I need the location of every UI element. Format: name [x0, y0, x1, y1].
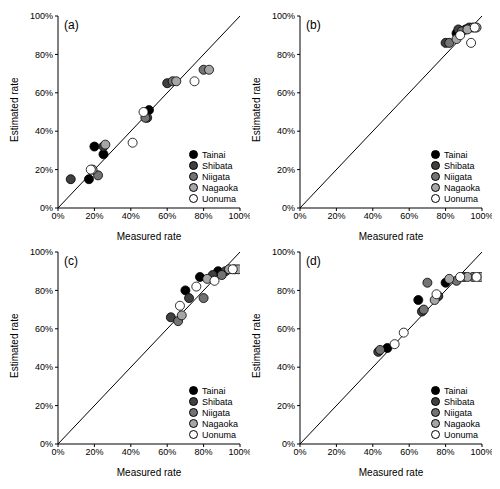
html-text:(c): (c)	[64, 254, 78, 268]
html-text:Tainai: Tainai	[444, 385, 468, 396]
svg-text:100%: 100%	[30, 11, 53, 21]
svg-text:80%: 80%	[277, 286, 295, 296]
svg-text:20%: 20%	[327, 447, 345, 457]
svg-text:80%: 80%	[35, 286, 53, 296]
svg-text:40%: 40%	[364, 447, 382, 457]
svg-text:40%: 40%	[277, 362, 295, 372]
svg-text:100%: 100%	[228, 211, 250, 221]
html-text:Shibata: Shibata	[202, 160, 233, 171]
svg-text:40%: 40%	[35, 126, 53, 136]
svg-text:100%: 100%	[470, 211, 492, 221]
html-text:Tainai: Tainai	[202, 385, 226, 396]
svg-text:Estimated rate: Estimated rate	[251, 77, 262, 142]
svg-text:20%: 20%	[35, 401, 53, 411]
svg-text:100%: 100%	[272, 247, 295, 257]
svg-text:20%: 20%	[85, 447, 103, 457]
html-text:(d): (d)	[306, 254, 321, 268]
html-text:Uonuma: Uonuma	[444, 429, 478, 440]
svg-text:20%: 20%	[277, 165, 295, 175]
html-text:Nagaoka: Nagaoka	[202, 182, 238, 193]
html-text:Niigata: Niigata	[444, 171, 472, 182]
html-text:Niigata: Niigata	[202, 171, 230, 182]
html-text:Niigata: Niigata	[444, 407, 472, 418]
svg-text:40%: 40%	[364, 211, 382, 221]
svg-text:0%: 0%	[293, 447, 306, 457]
svg-text:80%: 80%	[437, 211, 455, 221]
svg-text:80%: 80%	[195, 447, 213, 457]
html-text:Shibata: Shibata	[444, 160, 475, 171]
svg-text:Estimated rate: Estimated rate	[9, 77, 20, 142]
svg-text:60%: 60%	[35, 324, 53, 334]
html-text:Nagaoka: Nagaoka	[444, 418, 480, 429]
svg-text:0%: 0%	[282, 203, 295, 213]
svg-text:0%: 0%	[51, 447, 64, 457]
html-text:Nagaoka: Nagaoka	[202, 418, 238, 429]
html-text:Niigata: Niigata	[202, 407, 230, 418]
svg-text:40%: 40%	[122, 447, 140, 457]
svg-text:60%: 60%	[277, 324, 295, 334]
svg-text:60%: 60%	[158, 211, 176, 221]
html-text:Nagaoka: Nagaoka	[444, 182, 480, 193]
html-text:Uonuma: Uonuma	[202, 193, 236, 204]
svg-text:Measured rate: Measured rate	[359, 231, 424, 242]
svg-text:60%: 60%	[35, 88, 53, 98]
svg-text:20%: 20%	[327, 211, 345, 221]
svg-text:100%: 100%	[228, 447, 250, 457]
svg-text:Measured rate: Measured rate	[117, 231, 182, 242]
html-text:(b): (b)	[306, 18, 321, 32]
svg-text:80%: 80%	[35, 50, 53, 60]
html-text:Tainai: Tainai	[444, 149, 468, 160]
html-text:Shibata: Shibata	[444, 396, 475, 407]
svg-text:80%: 80%	[277, 50, 295, 60]
svg-text:60%: 60%	[277, 88, 295, 98]
svg-text:40%: 40%	[277, 126, 295, 136]
svg-text:60%: 60%	[158, 447, 176, 457]
svg-text:100%: 100%	[30, 247, 53, 257]
html-text:Uonuma: Uonuma	[202, 429, 236, 440]
svg-text:40%: 40%	[35, 362, 53, 372]
svg-text:80%: 80%	[437, 447, 455, 457]
svg-text:40%: 40%	[122, 211, 140, 221]
svg-text:0%: 0%	[51, 211, 64, 221]
svg-text:Measured rate: Measured rate	[117, 467, 182, 478]
svg-text:Measured rate: Measured rate	[359, 467, 424, 478]
svg-text:0%: 0%	[293, 211, 306, 221]
svg-text:0%: 0%	[40, 203, 53, 213]
svg-text:20%: 20%	[85, 211, 103, 221]
svg-text:100%: 100%	[272, 11, 295, 21]
svg-text:Estimated rate: Estimated rate	[251, 313, 262, 378]
html-text:Uonuma: Uonuma	[444, 193, 478, 204]
svg-text:0%: 0%	[40, 439, 53, 449]
svg-text:0%: 0%	[282, 439, 295, 449]
svg-text:20%: 20%	[35, 165, 53, 175]
svg-text:60%: 60%	[400, 447, 418, 457]
html-text:Tainai: Tainai	[202, 149, 226, 160]
svg-text:Estimated rate: Estimated rate	[9, 313, 20, 378]
svg-text:100%: 100%	[470, 447, 492, 457]
svg-text:20%: 20%	[277, 401, 295, 411]
svg-text:80%: 80%	[195, 211, 213, 221]
html-text:Shibata: Shibata	[202, 396, 233, 407]
html-text:(a): (a)	[64, 18, 79, 32]
svg-text:60%: 60%	[400, 211, 418, 221]
